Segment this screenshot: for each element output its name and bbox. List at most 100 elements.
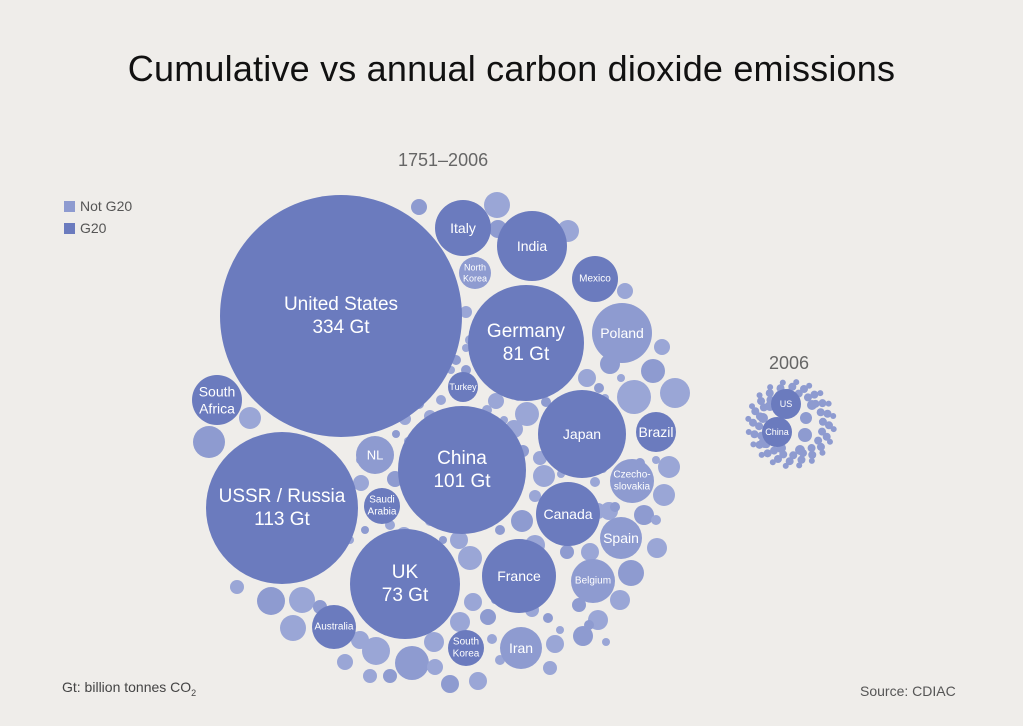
minor-country-bubble xyxy=(424,632,444,652)
minor-country-bubble xyxy=(602,638,610,646)
minor-country-bubble-2006 xyxy=(763,449,772,458)
minor-country-bubble-2006 xyxy=(799,385,808,394)
minor-country-bubble xyxy=(383,669,397,683)
minor-country-bubble-2006 xyxy=(803,393,812,402)
minor-country-bubble xyxy=(543,613,553,623)
minor-country-bubble xyxy=(556,626,564,634)
bubble-label-united-states: 334 Gt xyxy=(312,317,370,338)
minor-country-bubble xyxy=(543,661,557,675)
minor-country-bubble-2006 xyxy=(818,399,827,408)
minor-country-bubble-2006 xyxy=(750,441,757,448)
minor-country-bubble-2006 xyxy=(826,438,833,445)
bubble-label-china: China xyxy=(437,448,487,469)
minor-country-bubble xyxy=(460,306,472,318)
minor-country-bubble xyxy=(363,669,377,683)
minor-country-bubble xyxy=(617,374,625,382)
minor-country-bubble xyxy=(392,430,400,438)
bubble-india xyxy=(497,211,567,281)
minor-country-bubble xyxy=(581,543,599,561)
minor-country-bubble xyxy=(658,456,680,478)
minor-country-bubble xyxy=(515,402,539,426)
minor-country-bubble-2006 xyxy=(757,397,766,406)
bubble-2006-us xyxy=(771,389,801,419)
bubble-label-mexico: Mexico xyxy=(579,274,611,285)
minor-country-bubble xyxy=(427,659,443,675)
legend-item-g20: G20 xyxy=(64,217,132,239)
minor-country-bubble xyxy=(441,675,459,693)
minor-country-bubble-2006 xyxy=(782,462,789,469)
minor-country-bubble-2006 xyxy=(818,417,827,426)
minor-country-bubble xyxy=(458,546,482,570)
minor-country-bubble-2006 xyxy=(814,436,823,445)
minor-country-bubble xyxy=(541,397,551,407)
minor-country-bubble xyxy=(590,477,600,487)
minor-country-bubble-2006 xyxy=(751,407,760,416)
bubble-belgium xyxy=(571,559,615,603)
minor-country-bubble-2006 xyxy=(800,412,812,424)
minor-country-bubble-2006 xyxy=(818,427,827,436)
bubble-label-nl: NL xyxy=(367,448,384,463)
minor-country-bubble xyxy=(436,395,446,405)
minor-country-bubble-2006 xyxy=(758,413,768,423)
minor-country-bubble xyxy=(641,359,665,383)
minor-country-bubble xyxy=(450,612,470,632)
minor-country-bubble xyxy=(660,378,690,408)
minor-country-bubble xyxy=(488,393,504,409)
minor-country-bubble xyxy=(487,634,497,644)
bubble-spain xyxy=(600,517,642,559)
bubble-france xyxy=(482,539,556,613)
bubble-label-turkey: Turkey xyxy=(449,382,477,392)
minor-country-bubble-2006 xyxy=(793,379,800,386)
bubble-saudi-arabia xyxy=(364,488,400,524)
panel-label-annual: 2006 xyxy=(769,353,809,373)
minor-country-bubble-2006 xyxy=(758,451,765,458)
minor-country-bubble xyxy=(654,339,670,355)
minor-country-bubble-2006 xyxy=(807,444,816,453)
legend-swatch-g20 xyxy=(64,222,75,234)
minor-country-bubble-2006 xyxy=(825,400,832,407)
minor-country-bubble-2006 xyxy=(797,455,806,464)
bubble-2006-label-china: China xyxy=(765,427,789,437)
minor-country-bubble xyxy=(533,465,555,487)
minor-country-bubble-2006 xyxy=(756,392,763,399)
minor-country-bubble-2006 xyxy=(816,408,825,417)
minor-country-bubble xyxy=(337,654,353,670)
minor-country-bubble xyxy=(584,620,594,630)
minor-country-bubble-2006 xyxy=(749,403,756,410)
bubble-australia xyxy=(312,605,356,649)
minor-country-bubble xyxy=(560,545,574,559)
minor-country-bubble xyxy=(362,637,390,665)
bubble-north-korea xyxy=(459,257,491,289)
minor-country-bubble-2006 xyxy=(824,421,833,430)
minor-country-bubble-2006 xyxy=(816,442,825,451)
bubble-label-canada: Canada xyxy=(543,506,592,522)
minor-country-bubble-2006 xyxy=(745,415,752,422)
bubble-label-south-africa: Africa xyxy=(199,400,235,416)
bubble-south-korea xyxy=(448,630,484,666)
bubble-label-south-korea: Korea xyxy=(453,649,480,660)
bubble-label-north-korea: North xyxy=(464,263,486,273)
bubble-label-czecho-slovakia: slovakia xyxy=(614,482,651,493)
source-note: Source: CDIAC xyxy=(860,683,956,699)
minor-country-bubble xyxy=(193,426,225,458)
bubble-uk xyxy=(350,529,460,639)
bubble-label-uk: 73 Gt xyxy=(382,585,429,606)
bubble-label-north-korea: Korea xyxy=(463,273,487,283)
minor-country-bubble-2006 xyxy=(823,409,832,418)
minor-country-bubble xyxy=(480,609,496,625)
bubble-label-saudi-arabia: Saudi xyxy=(369,495,395,506)
bubble-label-ussr-russia: 113 Gt xyxy=(254,509,310,530)
minor-country-bubble xyxy=(411,199,427,215)
minor-country-bubble xyxy=(462,344,470,352)
minor-country-bubble xyxy=(651,515,661,525)
minor-country-bubble xyxy=(529,490,541,502)
minor-country-bubble-2006 xyxy=(819,449,826,456)
bubble-label-south-korea: South xyxy=(453,637,479,648)
minor-country-bubble-2006 xyxy=(785,457,794,466)
minor-country-bubble-2006 xyxy=(808,457,815,464)
minor-country-bubble-2006 xyxy=(817,390,824,397)
minor-country-bubble xyxy=(484,192,510,218)
minor-country-bubble-2006 xyxy=(798,428,812,442)
bubble-poland xyxy=(592,303,652,363)
minor-country-bubble xyxy=(610,502,620,512)
